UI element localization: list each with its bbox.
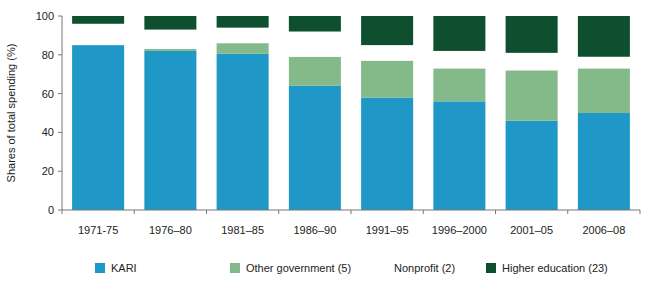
bar-segment xyxy=(506,53,558,70)
y-axis-label: Shares of total spending (%) xyxy=(5,44,17,183)
legend-label: Other government (5) xyxy=(246,262,351,274)
x-tick-label: 2006–08 xyxy=(582,224,625,236)
x-tick xyxy=(423,210,424,214)
y-tick-label: 20 xyxy=(42,165,54,177)
bar-segment xyxy=(506,70,558,120)
legend-label: Nonprofit (2) xyxy=(394,262,455,274)
legend-label: KARI xyxy=(111,262,137,274)
bar-segment xyxy=(433,68,485,101)
x-tick xyxy=(62,210,63,214)
x-tick-label: 2001–05 xyxy=(510,224,553,236)
x-tick xyxy=(351,210,352,214)
bar-segment xyxy=(433,16,485,51)
bar-segment xyxy=(578,68,630,113)
bar-segment xyxy=(506,16,558,53)
legend-swatch xyxy=(230,263,240,273)
bar-segment xyxy=(217,54,269,210)
x-tick xyxy=(134,210,135,214)
x-tick xyxy=(278,210,279,214)
bar-segment xyxy=(144,51,196,210)
bar-segment xyxy=(506,121,558,210)
bar-segment xyxy=(289,16,341,32)
x-tick-label: 1996–2000 xyxy=(432,224,487,236)
x-tick xyxy=(495,210,496,214)
y-tick-label: 80 xyxy=(42,49,54,61)
bars xyxy=(72,16,630,210)
chart: 0 20 40 60 80 100 Shares of total spending (%)… xyxy=(0,0,649,287)
x-tick-label: 1981–85 xyxy=(221,224,264,236)
x-tick xyxy=(640,210,641,214)
bar-segment xyxy=(217,28,269,44)
bar-segment xyxy=(289,86,341,210)
bar-segment xyxy=(578,57,630,69)
legend-swatch xyxy=(486,263,496,273)
bar-segment xyxy=(72,45,124,210)
legend-swatch xyxy=(378,263,388,273)
x-tick-label: 1971-75 xyxy=(78,224,118,236)
y-tick xyxy=(58,16,62,17)
x-tick-label: 1991–95 xyxy=(366,224,409,236)
bar-segment xyxy=(144,49,196,51)
bar-segment xyxy=(361,16,413,45)
bar-segment xyxy=(144,30,196,49)
bar-segment xyxy=(361,45,413,61)
bar-segment xyxy=(144,16,196,30)
legend-label: Higher education (23) xyxy=(502,262,608,274)
x-tick xyxy=(206,210,207,214)
bar-segment xyxy=(578,16,630,57)
y-tick-label: 0 xyxy=(48,204,54,216)
bar-segment xyxy=(289,57,341,86)
y-tick-label: 60 xyxy=(42,88,54,100)
x-tick-label: 1986–90 xyxy=(293,224,336,236)
bar-segment xyxy=(433,51,485,68)
y-tick-label: 100 xyxy=(36,10,54,22)
bar-segment xyxy=(361,97,413,210)
y-tick xyxy=(58,210,62,211)
y-axis xyxy=(62,16,63,210)
bar-segment xyxy=(217,16,269,28)
bar-segment xyxy=(433,101,485,210)
x-tick xyxy=(567,210,568,214)
legend-swatch xyxy=(95,263,105,273)
bar-segment xyxy=(72,16,124,24)
bar-segment xyxy=(217,43,269,54)
bar-segment xyxy=(72,24,124,45)
legend: KARI Other government (5) Nonprofit (2) Hig… xyxy=(95,262,608,274)
y-tick xyxy=(58,54,62,55)
x-tick-label: 1976–80 xyxy=(149,224,192,236)
y-tick-label: 40 xyxy=(42,126,54,138)
y-tick xyxy=(58,132,62,133)
y-tick xyxy=(58,93,62,94)
bar-segment xyxy=(361,61,413,98)
bar-segment xyxy=(578,113,630,210)
bar-segment xyxy=(289,32,341,57)
y-tick xyxy=(58,171,62,172)
